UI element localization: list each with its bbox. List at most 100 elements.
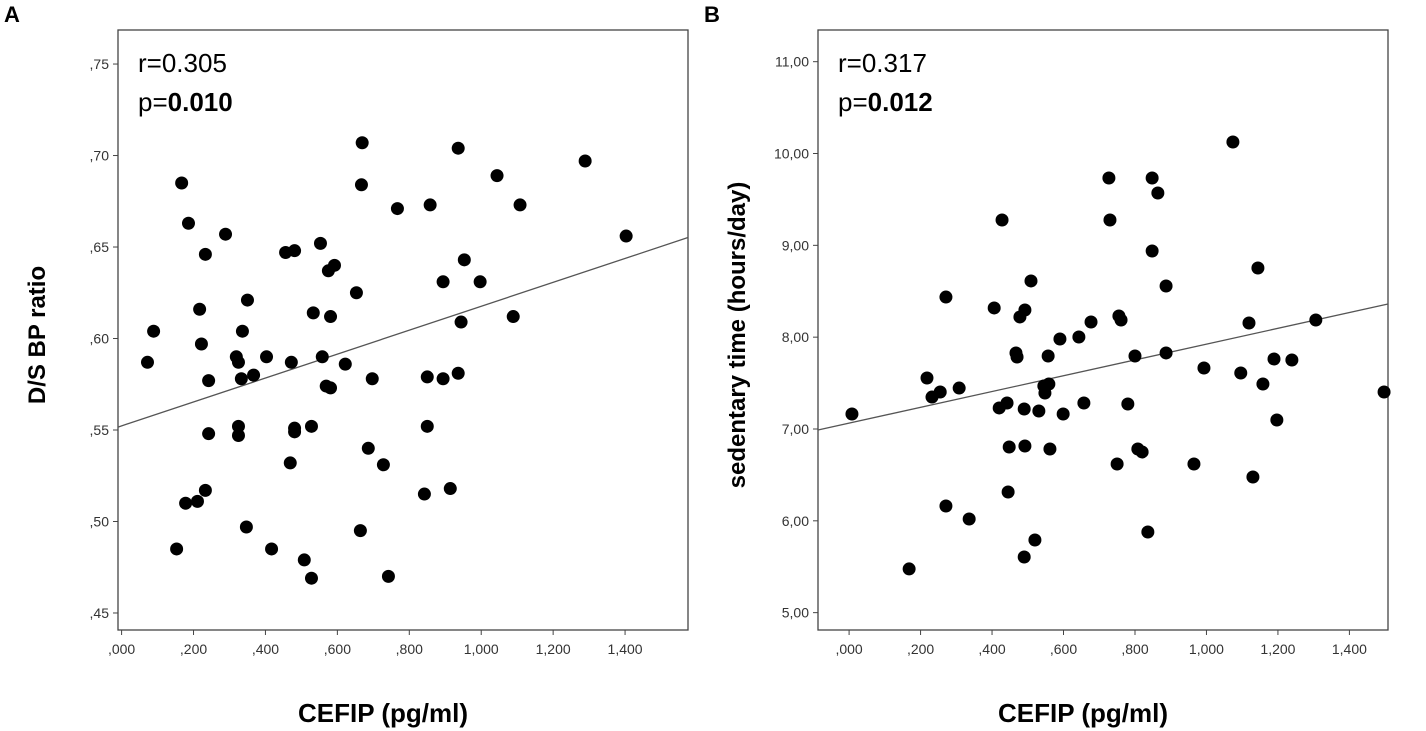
data-point <box>390 202 404 216</box>
data-point <box>313 236 327 250</box>
x-tick-label: ,200 <box>907 641 934 657</box>
data-point <box>349 286 363 300</box>
data-point <box>1042 377 1056 391</box>
data-point <box>235 324 249 338</box>
data-point <box>451 366 465 380</box>
data-point <box>140 355 154 369</box>
data-point <box>1145 244 1159 258</box>
plot-frame <box>117 29 689 631</box>
data-point <box>288 244 302 258</box>
data-point <box>288 421 302 435</box>
data-point <box>1017 402 1031 416</box>
panel-label: A <box>4 2 20 27</box>
data-point <box>1377 385 1391 399</box>
x-tick-label: 1,400 <box>1332 641 1367 657</box>
data-point <box>1251 261 1265 275</box>
data-point <box>1141 525 1155 539</box>
data-point <box>265 542 279 556</box>
data-point <box>1002 440 1016 454</box>
data-point <box>231 428 245 442</box>
y-tick-label: 8,00 <box>782 329 809 345</box>
data-point <box>436 275 450 289</box>
p-prefix: p= <box>838 87 868 117</box>
data-point <box>443 482 457 496</box>
y-tick-label: 7,00 <box>782 421 809 437</box>
data-point <box>417 487 431 501</box>
panel: B ,000 ,200 ,400 ,600 ,800 1,000 1,200 1,400 5,00… <box>704 2 1391 728</box>
data-point <box>987 301 1001 315</box>
x-tick-label: ,600 <box>324 641 351 657</box>
data-point <box>920 371 934 385</box>
data-point <box>1018 439 1032 453</box>
data-point <box>1246 470 1260 484</box>
x-tick-label: ,000 <box>835 641 862 657</box>
r-annotation: r=0.317 <box>838 48 927 78</box>
y-tick-label: ,45 <box>90 605 110 621</box>
p-annotation: p=0.012 <box>838 87 933 117</box>
data-point <box>962 512 976 526</box>
data-point <box>1234 366 1248 380</box>
data-point <box>324 310 338 324</box>
data-point <box>240 293 254 307</box>
data-point <box>506 310 520 324</box>
data-point <box>1053 332 1067 346</box>
x-tick-label: ,800 <box>1121 641 1148 657</box>
data-point <box>202 427 216 441</box>
data-point <box>365 372 379 386</box>
fit-line <box>117 236 689 428</box>
x-tick-label: ,600 <box>1050 641 1077 657</box>
plot-frame <box>817 29 1389 631</box>
data-point <box>1084 315 1098 329</box>
data-point <box>181 216 195 230</box>
data-point <box>1128 349 1142 363</box>
x-tick-label: ,200 <box>180 641 207 657</box>
y-tick-label: ,75 <box>90 56 110 72</box>
panel: A ,000 ,200 ,400 ,600 ,800 1,000 1,200 1,400 ,45,… <box>4 2 689 728</box>
data-point <box>194 337 208 351</box>
data-point <box>1102 171 1116 185</box>
data-point <box>454 315 468 329</box>
data-point <box>423 198 437 212</box>
data-point <box>1187 457 1201 471</box>
data-point <box>306 306 320 320</box>
data-point <box>1285 353 1299 367</box>
data-point <box>1110 457 1124 471</box>
data-point <box>436 372 450 386</box>
data-point <box>1197 361 1211 375</box>
data-point <box>190 494 204 508</box>
data-point <box>284 355 298 369</box>
x-tick-label: 1,200 <box>1260 641 1295 657</box>
data-point <box>1159 279 1173 293</box>
panel-label: B <box>704 2 720 27</box>
data-point <box>995 213 1009 227</box>
data-point <box>939 290 953 304</box>
p-prefix: p= <box>138 87 168 117</box>
x-tick-label: ,400 <box>978 641 1005 657</box>
x-axis-label: CEFIP (pg/ml) <box>298 698 468 728</box>
data-point <box>1121 397 1135 411</box>
data-point <box>933 385 947 399</box>
data-point <box>219 227 233 241</box>
x-tick-label: 1,000 <box>464 641 499 657</box>
data-point <box>1017 550 1031 564</box>
y-tick-label: 10,00 <box>774 146 809 162</box>
x-axis-label: CEFIP (pg/ml) <box>998 698 1168 728</box>
data-point <box>1000 396 1014 410</box>
data-point <box>1242 316 1256 330</box>
data-point <box>1032 404 1046 418</box>
data-point <box>619 229 633 243</box>
data-point <box>578 154 592 168</box>
data-point <box>1018 303 1032 317</box>
data-point <box>420 419 434 433</box>
data-point <box>1103 213 1117 227</box>
y-tick-label: 9,00 <box>782 237 809 253</box>
data-point <box>1010 350 1024 364</box>
data-point <box>247 368 261 382</box>
data-point <box>234 372 248 386</box>
data-point <box>513 198 527 212</box>
data-point <box>353 524 367 538</box>
data-point <box>457 253 471 267</box>
y-tick-label: 5,00 <box>782 605 809 621</box>
data-point <box>451 141 465 155</box>
data-point <box>1056 407 1070 421</box>
